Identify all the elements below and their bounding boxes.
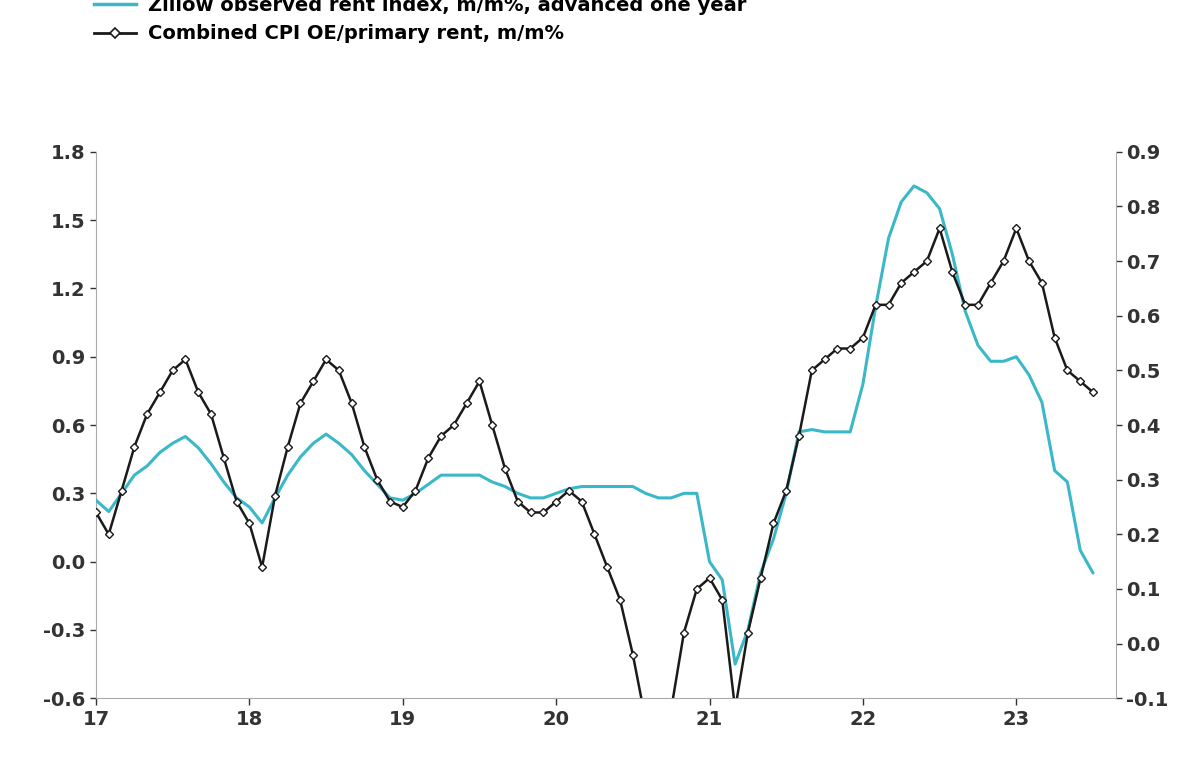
Legend: Zillow observed rent index, m/m%, advanced one year, Combined CPI OE/primary ren: Zillow observed rent index, m/m%, advanc… bbox=[86, 0, 754, 51]
